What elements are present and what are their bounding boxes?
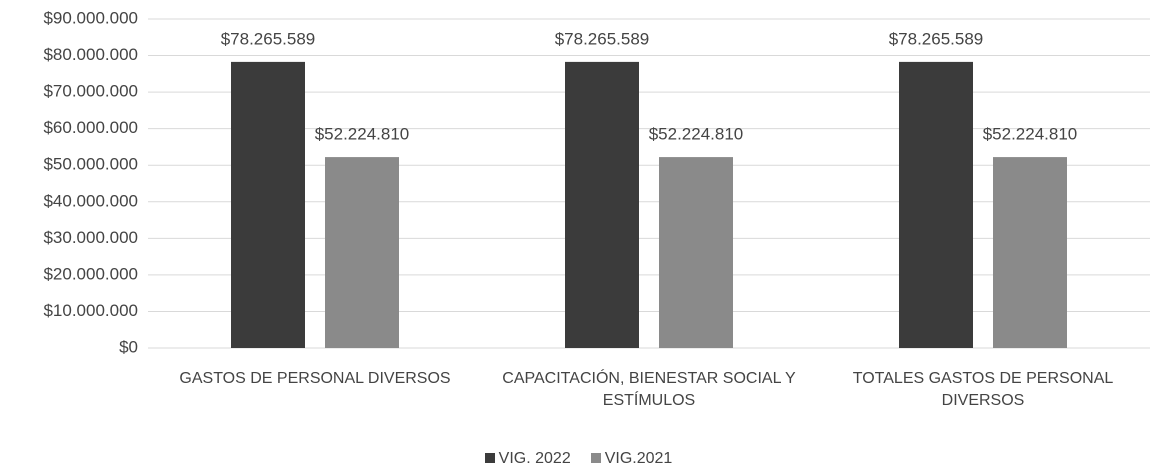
value-label: $78.265.589 bbox=[221, 29, 316, 48]
y-tick-label: $0 bbox=[119, 337, 138, 356]
bar bbox=[231, 61, 305, 349]
legend-label: VIG. 2022 bbox=[498, 450, 571, 467]
legend: VIG. 2022 VIG.2021 bbox=[0, 450, 1157, 468]
value-label: $52.224.810 bbox=[649, 125, 744, 144]
y-tick-label: $90.000.000 bbox=[43, 8, 138, 27]
x-tick-label: GASTOS DE PERSONAL DIVERSOS bbox=[179, 370, 451, 387]
bar bbox=[993, 157, 1067, 348]
y-tick-label: $20.000.000 bbox=[43, 264, 138, 283]
x-tick-label: CAPACITACIÓN, BIENESTAR SOCIAL Y ESTÍMUL… bbox=[502, 370, 796, 409]
bar bbox=[565, 61, 639, 349]
bar bbox=[659, 157, 733, 348]
legend-item: VIG. 2022 bbox=[484, 450, 571, 468]
legend-swatch bbox=[590, 453, 601, 463]
y-tick-label: $60.000.000 bbox=[43, 118, 138, 137]
x-tick-label: TOTALES GASTOS DE PERSONAL DIVERSOS bbox=[852, 370, 1114, 409]
legend-label: VIG.2021 bbox=[604, 450, 673, 467]
y-tick-label: $40.000.000 bbox=[43, 191, 138, 210]
bar bbox=[899, 61, 973, 349]
y-tick-label: $30.000.000 bbox=[43, 228, 138, 247]
value-label: $78.265.589 bbox=[555, 29, 650, 48]
legend-item: VIG.2021 bbox=[590, 450, 673, 468]
y-tick-label: $10.000.000 bbox=[43, 301, 138, 320]
value-label: $52.224.810 bbox=[315, 125, 410, 144]
bar bbox=[325, 157, 399, 348]
y-tick-label: $50.000.000 bbox=[43, 155, 138, 174]
legend-swatch bbox=[484, 453, 495, 463]
y-tick-label: $80.000.000 bbox=[43, 45, 138, 64]
value-label: $52.224.810 bbox=[983, 125, 1078, 144]
value-label: $78.265.589 bbox=[889, 29, 984, 48]
y-tick-label: $70.000.000 bbox=[43, 82, 138, 101]
